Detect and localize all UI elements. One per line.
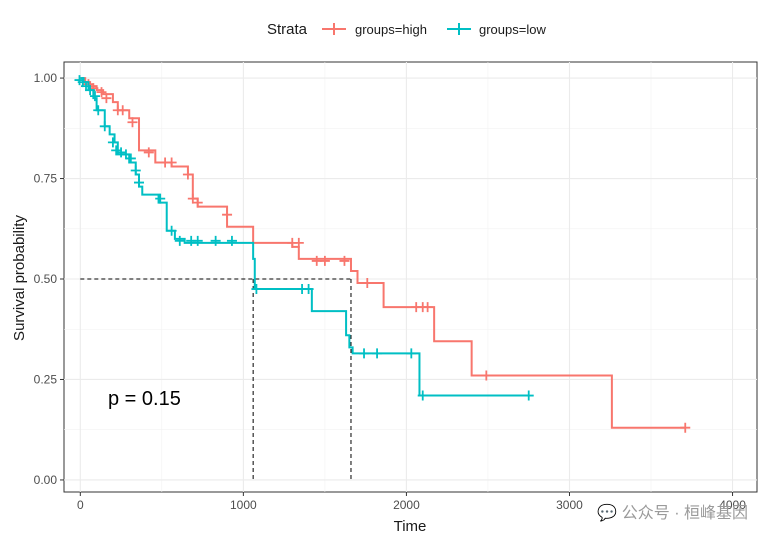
censor-mark-high — [117, 105, 128, 116]
survival-curve-low — [80, 77, 529, 397]
censor-mark-low — [174, 235, 185, 246]
censor-mark-low — [99, 121, 110, 132]
censor-mark-low — [116, 147, 127, 158]
censor-mark-low — [166, 225, 177, 236]
plot-panel — [63, 61, 758, 493]
censor-mark-low — [226, 235, 237, 246]
legend-label-low: groups=low — [479, 22, 546, 37]
x-tick-label: 3000 — [556, 498, 583, 512]
grid — [64, 62, 757, 492]
censor-mark-high — [182, 169, 193, 180]
x-tick-label: 2000 — [393, 498, 420, 512]
censor-mark-high — [319, 255, 330, 266]
x-tick-label: 1000 — [230, 498, 257, 512]
legend-item-high: groups=high — [322, 22, 427, 37]
legend-item-low: groups=low — [447, 22, 546, 37]
censor-mark-high — [222, 209, 233, 220]
censor-mark-high — [96, 87, 107, 98]
watermark: 💬 公众号 · 桓峰基因 — [597, 503, 748, 522]
legend-label-high: groups=high — [355, 22, 427, 37]
y-axis-title: Survival probability — [11, 215, 28, 341]
y-tick-label: 0.75 — [34, 172, 58, 186]
censor-mark-high — [143, 147, 154, 158]
x-tick-label: 0 — [77, 498, 84, 512]
censor-mark-high — [192, 197, 203, 208]
censor-mark-low — [107, 137, 118, 148]
series-low — [74, 75, 534, 401]
x-axis-title: Time — [394, 518, 427, 535]
y-tick-label: 0.25 — [34, 372, 58, 386]
y-tick-label: 0.50 — [34, 272, 58, 286]
survival-curves — [74, 75, 691, 433]
y-tick-label: 0.00 — [34, 473, 58, 487]
censor-mark-low — [85, 85, 96, 96]
x-axis: 0 1000 2000 3000 4000 — [77, 492, 746, 512]
legend: Strata groups=high groups=low — [267, 21, 546, 38]
median-reference-lines — [80, 278, 352, 480]
y-axis: 0.00 0.25 0.50 0.75 1.00 — [34, 71, 64, 487]
censor-mark-low — [93, 105, 104, 116]
censor-mark-high — [127, 117, 138, 128]
y-tick-label: 1.00 — [34, 71, 58, 85]
censor-mark-low — [155, 193, 166, 204]
censor-mark-low — [111, 145, 122, 156]
censor-mark-high — [339, 255, 350, 266]
p-value-annotation: p = 0.15 — [108, 388, 181, 410]
censor-mark-low — [359, 348, 370, 359]
censor-mark-low — [125, 153, 136, 164]
censor-mark-low — [417, 390, 428, 401]
censor-mark-high — [362, 278, 373, 289]
censor-mark-low — [134, 177, 145, 188]
censor-mark-low — [523, 390, 534, 401]
censor-mark-low — [406, 348, 417, 359]
censor-mark-high — [166, 157, 177, 168]
legend-title: Strata — [267, 21, 308, 38]
censor-mark-high — [422, 302, 433, 313]
censor-mark-low — [251, 284, 262, 295]
censor-mark-low — [303, 284, 314, 295]
censor-mark-low — [372, 348, 383, 359]
x-tick-label: 4000 — [719, 498, 746, 512]
censor-mark-high — [481, 370, 492, 381]
censor-mark-low — [192, 235, 203, 246]
censor-mark-high — [293, 237, 304, 248]
series-high — [80, 77, 691, 433]
censor-mark-high — [680, 422, 691, 433]
censor-mark-low — [130, 165, 141, 176]
censor-mark-low — [89, 91, 100, 102]
censor-mark-low — [210, 235, 221, 246]
censor-mark-high — [101, 93, 112, 104]
